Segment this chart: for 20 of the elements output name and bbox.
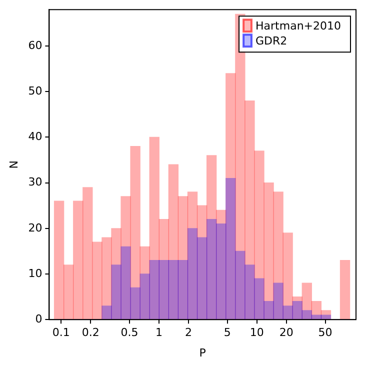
x-tick-label: 5 <box>224 326 231 340</box>
y-tick-label: 40 <box>28 130 42 144</box>
y-tick-label: 30 <box>28 176 42 189</box>
y-tick-label: 0 <box>35 312 42 326</box>
y-tick-label: 10 <box>28 266 42 280</box>
legend-label: Hartman+2010 <box>256 19 342 32</box>
x-tick-label: 20 <box>279 326 294 340</box>
x-tick-label: 2 <box>184 326 192 340</box>
x-tick-label: 0.2 <box>82 326 100 340</box>
legend-label: GDR2 <box>256 34 288 48</box>
x-tick-label: 0.5 <box>120 326 138 340</box>
y-axis-title: N <box>7 160 20 169</box>
x-tick-label: 10 <box>250 326 264 340</box>
y-tick-label: 50 <box>28 84 42 98</box>
y-tick-label: 60 <box>28 38 42 52</box>
y-tick-label: 20 <box>28 221 42 234</box>
x-axis-title: P <box>199 346 206 360</box>
x-tick-label: 50 <box>318 326 332 340</box>
x-tick-label: 1 <box>156 326 163 340</box>
x-tick-label: 0.1 <box>52 326 70 340</box>
